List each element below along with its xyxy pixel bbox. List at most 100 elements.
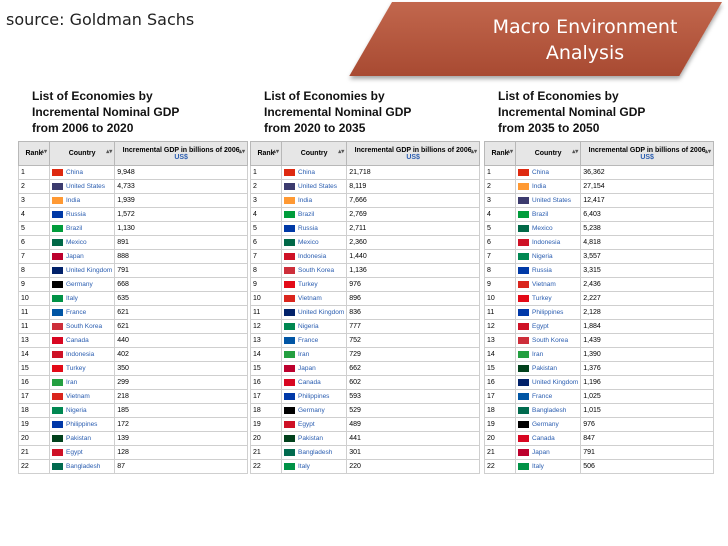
- gdp-value-cell: 2,128: [580, 305, 714, 320]
- country-link[interactable]: Philippines: [298, 393, 330, 401]
- country-link[interactable]: Pakistan: [66, 435, 91, 443]
- sort-icon[interactable]: ▴▾: [572, 149, 579, 155]
- table-row: 1 China 36,362: [484, 165, 714, 180]
- country-link[interactable]: Philippines: [532, 309, 564, 317]
- gdp-header[interactable]: Incremental GDP in billions of 2006 US$ ▴…: [580, 141, 714, 166]
- country-link[interactable]: China: [532, 169, 549, 177]
- country-link[interactable]: Nigeria: [66, 407, 87, 415]
- currency-link[interactable]: US$: [640, 153, 654, 161]
- country-link[interactable]: Russia: [532, 267, 552, 275]
- country-link[interactable]: United Kingdom: [532, 379, 579, 387]
- country-link[interactable]: Egypt: [66, 449, 83, 457]
- country-link[interactable]: Italy: [298, 463, 310, 471]
- rank-header[interactable]: Rank ▴▾: [250, 141, 282, 166]
- country-link[interactable]: India: [66, 197, 81, 205]
- rank-header[interactable]: Rank ▴▾: [18, 141, 50, 166]
- country-link[interactable]: Germany: [298, 407, 325, 415]
- country-link[interactable]: Iran: [298, 351, 310, 359]
- country-link[interactable]: Japan: [532, 449, 550, 457]
- country-link[interactable]: Nigeria: [532, 253, 553, 261]
- rank-header[interactable]: Rank ▴▾: [484, 141, 516, 166]
- country-link[interactable]: Russia: [66, 211, 86, 219]
- country-link[interactable]: France: [66, 309, 87, 317]
- rank-cell: 16: [484, 375, 516, 390]
- country-link[interactable]: Egypt: [298, 421, 315, 429]
- sort-icon[interactable]: ▴▾: [704, 149, 711, 155]
- country-link[interactable]: Germany: [66, 281, 93, 289]
- gdp-value-cell: 3,315: [580, 263, 714, 278]
- country-header[interactable]: Country ▴▾: [514, 141, 582, 166]
- country-link[interactable]: Italy: [66, 295, 78, 303]
- country-link[interactable]: France: [532, 393, 553, 401]
- sort-icon[interactable]: ▴▾: [238, 149, 245, 155]
- flag-icon: [52, 392, 63, 400]
- country-link[interactable]: Italy: [532, 463, 544, 471]
- country-link[interactable]: Indonesia: [66, 351, 95, 359]
- country-link[interactable]: Turkey: [532, 295, 552, 303]
- country-link[interactable]: Bangladesh: [532, 407, 567, 415]
- country-link[interactable]: Philippines: [66, 421, 98, 429]
- country-link[interactable]: France: [298, 337, 319, 345]
- country-link[interactable]: United States: [532, 197, 572, 205]
- sort-icon[interactable]: ▴▾: [470, 149, 477, 155]
- country-link[interactable]: Brazil: [66, 225, 83, 233]
- country-link[interactable]: China: [298, 169, 315, 177]
- country-link[interactable]: South Korea: [298, 267, 335, 275]
- country-link[interactable]: South Korea: [532, 337, 569, 345]
- country-link[interactable]: Iran: [532, 351, 544, 359]
- table-row: 7 Japan 888: [18, 249, 248, 264]
- country-link[interactable]: Turkey: [66, 365, 86, 373]
- sort-icon[interactable]: ▴▾: [40, 149, 47, 155]
- country-header[interactable]: Country ▴▾: [280, 141, 348, 166]
- table-row: 21 Bangladesh 301: [250, 445, 480, 460]
- country-link[interactable]: Mexico: [532, 225, 553, 233]
- country-link[interactable]: Bangladesh: [298, 449, 333, 457]
- country-link[interactable]: Germany: [532, 421, 559, 429]
- sort-icon[interactable]: ▴▾: [338, 149, 345, 155]
- country-link[interactable]: Turkey: [298, 281, 318, 289]
- country-link[interactable]: Brazil: [532, 211, 549, 219]
- flag-icon: [518, 420, 529, 428]
- country-link[interactable]: Canada: [532, 435, 555, 443]
- currency-link[interactable]: US$: [406, 153, 420, 161]
- country-link[interactable]: Mexico: [66, 239, 87, 247]
- sort-icon[interactable]: ▴▾: [506, 149, 513, 155]
- country-link[interactable]: China: [66, 169, 83, 177]
- sort-icon[interactable]: ▴▾: [272, 149, 279, 155]
- country-link[interactable]: Pakistan: [298, 435, 323, 443]
- country-link[interactable]: India: [532, 183, 547, 191]
- country-link[interactable]: Mexico: [298, 239, 319, 247]
- gdp-header[interactable]: Incremental GDP in billions of 2006 US$ ▴…: [114, 141, 248, 166]
- country-link[interactable]: Pakistan: [532, 365, 557, 373]
- gdp-header[interactable]: Incremental GDP in billions of 2006 US$ ▴…: [346, 141, 480, 166]
- country-link[interactable]: India: [298, 197, 313, 205]
- rank-cell: 11: [250, 305, 282, 320]
- table-row: 19 Philippines 172: [18, 417, 248, 432]
- country-link[interactable]: Egypt: [532, 323, 549, 331]
- sort-icon[interactable]: ▴▾: [106, 149, 113, 155]
- rank-cell: 15: [250, 361, 282, 376]
- currency-link[interactable]: US$: [174, 153, 188, 161]
- country-link[interactable]: Russia: [298, 225, 318, 233]
- country-link[interactable]: South Korea: [66, 323, 103, 331]
- country-link[interactable]: Nigeria: [298, 323, 319, 331]
- rank-cell: 5: [18, 221, 50, 236]
- country-link[interactable]: United States: [66, 183, 106, 191]
- country-link[interactable]: Vietnam: [532, 281, 556, 289]
- country-link[interactable]: Brazil: [298, 211, 315, 219]
- country-link[interactable]: Indonesia: [532, 239, 561, 247]
- country-link[interactable]: Japan: [298, 365, 316, 373]
- country-link[interactable]: United Kingdom: [66, 267, 113, 275]
- country-link[interactable]: Indonesia: [298, 253, 327, 261]
- country-link[interactable]: Bangladesh: [66, 463, 101, 471]
- country-link[interactable]: Iran: [66, 379, 78, 387]
- table-row: 14 Iran 1,390: [484, 347, 714, 362]
- country-link[interactable]: Japan: [66, 253, 84, 261]
- country-link[interactable]: United States: [298, 183, 338, 191]
- country-link[interactable]: Canada: [298, 379, 321, 387]
- country-header[interactable]: Country ▴▾: [48, 141, 116, 166]
- country-link[interactable]: United Kingdom: [298, 309, 345, 317]
- country-link[interactable]: Vietnam: [66, 393, 90, 401]
- country-link[interactable]: Canada: [66, 337, 89, 345]
- country-link[interactable]: Vietnam: [298, 295, 322, 303]
